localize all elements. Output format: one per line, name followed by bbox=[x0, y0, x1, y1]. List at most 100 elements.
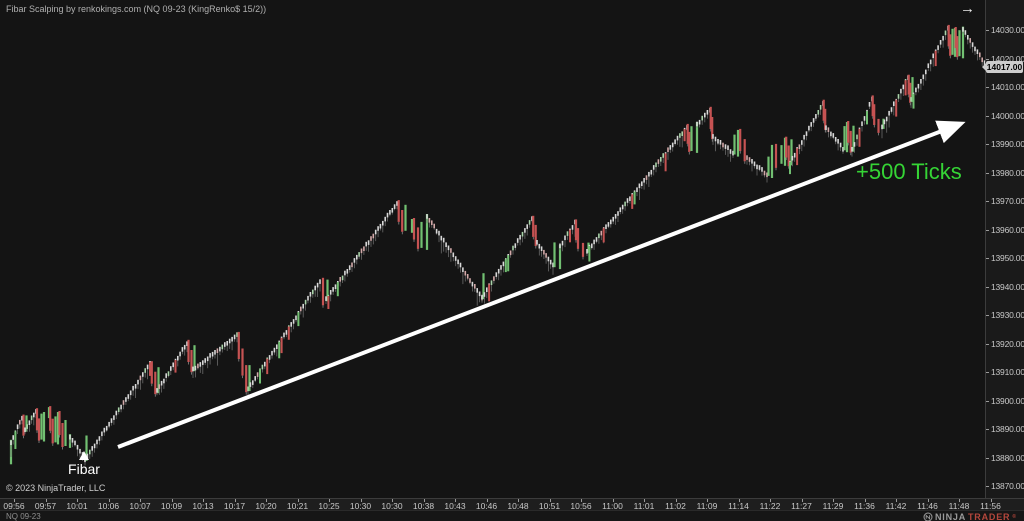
time-axis-tick bbox=[45, 499, 47, 502]
time-axis-tick bbox=[171, 499, 173, 502]
price-axis-label: 14020.00 bbox=[991, 53, 1024, 64]
time-axis-tick bbox=[770, 499, 771, 502]
time-axis-tick bbox=[486, 499, 488, 502]
time-axis-label: 10:01 bbox=[66, 501, 88, 511]
time-axis-label: 11:09 bbox=[696, 501, 718, 511]
time-axis-tick bbox=[234, 499, 236, 502]
time-axis-label: 10:09 bbox=[160, 501, 183, 511]
price-axis-tick bbox=[986, 229, 989, 231]
copyright-text: © 2023 NinjaTrader, LLC bbox=[6, 483, 106, 493]
time-axis-tick bbox=[612, 499, 614, 502]
time-axis-tick bbox=[14, 499, 15, 502]
time-axis-label: 10:17 bbox=[223, 501, 246, 511]
time-axis[interactable]: 09:56 09:57 10:01 10:06 10:07 10:09 10:13 10:17… bbox=[0, 498, 1024, 511]
time-axis-tick bbox=[297, 499, 299, 502]
price-axis-label: 14030.00 bbox=[991, 25, 1024, 35]
time-axis-label: 10:13 bbox=[192, 501, 214, 511]
ticks-annotation: +500 Ticks bbox=[856, 159, 962, 184]
logo-trader-text: TRADER bbox=[968, 512, 1011, 521]
price-axis-label: 13880.00 bbox=[991, 452, 1024, 463]
time-axis-tick bbox=[801, 499, 803, 502]
time-axis-tick bbox=[392, 499, 393, 502]
time-axis-label: 11:56 bbox=[980, 501, 1001, 511]
price-axis-label: 13960.00 bbox=[991, 224, 1024, 235]
price-axis-tick bbox=[986, 30, 989, 31]
time-axis-tick bbox=[896, 499, 897, 502]
ninjatrader-logo: NINJA TRADER ® bbox=[923, 512, 1016, 521]
time-axis-label: 10:51 bbox=[538, 501, 561, 511]
price-axis-tick bbox=[986, 457, 989, 459]
time-axis-tick bbox=[549, 499, 551, 502]
time-axis-tick bbox=[833, 499, 834, 502]
price-axis-label: 13870.00 bbox=[991, 481, 1024, 491]
time-axis-label: 11:36 bbox=[854, 501, 875, 511]
time-axis-label: 09:56 bbox=[3, 501, 25, 511]
time-axis-label: 10:48 bbox=[507, 501, 529, 511]
time-axis-label: 10:06 bbox=[97, 501, 120, 511]
price-axis-label: 13980.00 bbox=[991, 167, 1024, 178]
time-axis-label: 11:27 bbox=[791, 501, 812, 511]
time-axis-tick bbox=[329, 499, 330, 502]
time-axis-label: 11:01 bbox=[633, 501, 655, 511]
time-axis-label: 10:56 bbox=[570, 501, 592, 511]
time-axis-tick bbox=[266, 499, 267, 502]
time-axis-label: 11:22 bbox=[759, 501, 781, 511]
instrument-tab[interactable]: NQ 09-23 bbox=[6, 512, 41, 521]
time-axis-label: 11:42 bbox=[885, 501, 907, 511]
price-axis-tick bbox=[986, 115, 989, 117]
price-axis-label: 13890.00 bbox=[991, 424, 1024, 434]
price-axis-label: 13990.00 bbox=[991, 139, 1024, 149]
time-axis-tick bbox=[360, 499, 362, 502]
tab-bar: NQ 09-23 NINJA TRADER ® bbox=[0, 510, 1024, 521]
price-axis-label: 13940.00 bbox=[991, 281, 1024, 292]
price-axis-label: 13970.00 bbox=[991, 196, 1024, 206]
time-axis-label: 10:21 bbox=[286, 501, 309, 511]
price-axis-tick bbox=[986, 172, 989, 174]
time-axis-label: 10:38 bbox=[412, 501, 435, 511]
price-axis-label: 13950.00 bbox=[991, 253, 1024, 263]
price-axis-tick bbox=[986, 400, 989, 402]
time-axis-label: 11:48 bbox=[948, 501, 970, 511]
time-axis-tick bbox=[108, 499, 110, 502]
current-price-tag: 14017.00 bbox=[982, 61, 1023, 74]
time-axis-tick bbox=[140, 499, 141, 502]
time-axis-tick bbox=[738, 499, 740, 502]
fibar-annotation: Fibar bbox=[59, 451, 109, 477]
time-axis-label: 11:29 bbox=[822, 501, 844, 511]
time-axis-tick bbox=[644, 499, 645, 502]
time-axis-label: 11:46 bbox=[917, 501, 938, 511]
price-axis-tick bbox=[986, 201, 989, 202]
time-axis-label: 10:30 bbox=[349, 501, 372, 511]
chart-title: Fibar Scalping by renkokings.com (NQ 09-… bbox=[6, 4, 267, 14]
time-axis-tick bbox=[455, 499, 456, 502]
price-axis-tick bbox=[986, 144, 989, 145]
price-axis[interactable]: 14030.00 14020.00 14010.00 14000.00 13990.00… bbox=[985, 0, 1024, 499]
time-axis-label: 10:07 bbox=[129, 501, 151, 511]
fibar-label: Fibar bbox=[68, 461, 100, 477]
price-axis-tick bbox=[986, 372, 989, 373]
price-axis-tick bbox=[986, 486, 989, 487]
price-axis-tick bbox=[986, 258, 989, 259]
time-axis-tick bbox=[581, 499, 582, 502]
price-axis-tick bbox=[986, 343, 989, 345]
price-axis-label: 13910.00 bbox=[991, 367, 1024, 377]
price-axis-tick bbox=[986, 87, 989, 88]
time-axis-tick bbox=[927, 499, 929, 502]
price-axis-label: 14010.00 bbox=[991, 82, 1024, 92]
time-axis-tick bbox=[423, 499, 425, 502]
time-axis-label: 11:02 bbox=[665, 501, 686, 511]
time-axis-label: 10:46 bbox=[475, 501, 498, 511]
time-axis-label: 10:25 bbox=[318, 501, 340, 511]
time-axis-tick bbox=[203, 499, 204, 502]
fibar-triangle-marker-icon bbox=[79, 451, 89, 460]
price-axis-tick bbox=[986, 315, 989, 316]
price-axis-tick bbox=[986, 429, 989, 430]
time-axis-tick bbox=[518, 499, 519, 502]
price-axis-label: 14000.00 bbox=[991, 110, 1024, 121]
time-axis-tick bbox=[77, 499, 78, 502]
time-axis-tick bbox=[707, 499, 708, 502]
time-axis-label: 10:30 bbox=[381, 501, 403, 511]
go-to-latest-arrow-icon[interactable]: → bbox=[960, 0, 975, 17]
price-axis-label: 13930.00 bbox=[991, 310, 1024, 320]
